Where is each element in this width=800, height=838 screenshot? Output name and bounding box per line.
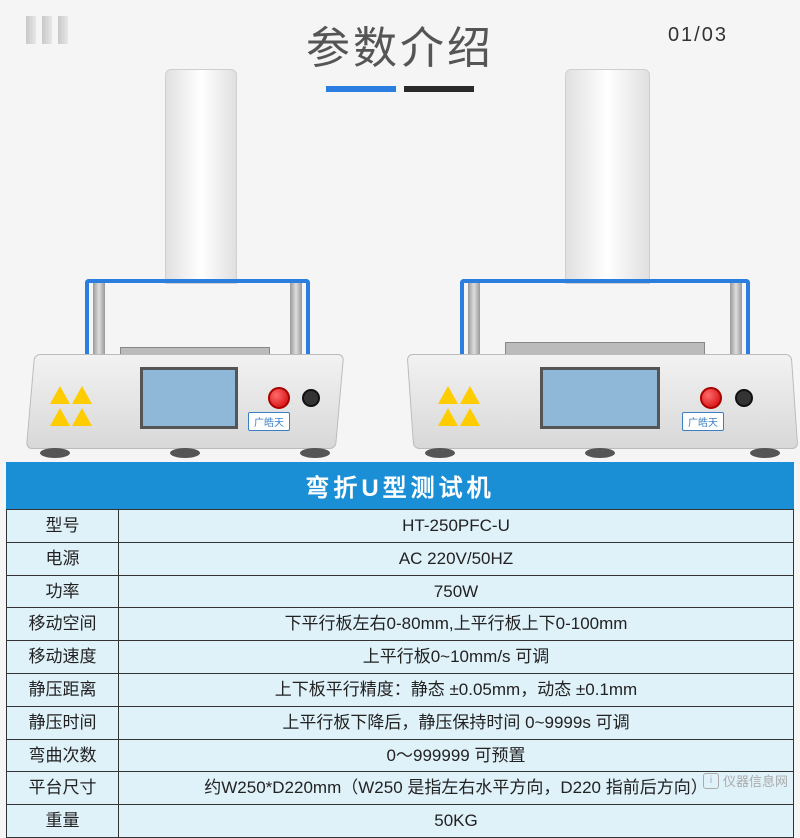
header-deco-squares (26, 16, 68, 44)
spec-value: 上平行板下降后，静压保持时间 0~9999s 可调 (119, 706, 794, 739)
spec-table: 型号HT-250PFC-U电源AC 220V/50HZ功率750W移动空间下平行… (6, 509, 794, 838)
spec-label: 电源 (7, 542, 119, 575)
spec-value: 上下板平行精度：静态 ±0.05mm，动态 ±0.1mm (119, 673, 794, 706)
table-row: 静压距离上下板平行精度：静态 ±0.05mm，动态 ±0.1mm (7, 673, 794, 706)
spec-label: 重量 (7, 805, 119, 838)
table-row: 重量50KG (7, 805, 794, 838)
touchscreen-icon (140, 367, 238, 429)
spec-label: 型号 (7, 510, 119, 543)
table-row: 移动空间下平行板左右0-80mm,上平行板上下0-100mm (7, 608, 794, 641)
spec-value: 750W (119, 575, 794, 608)
spec-value: 0～999999 可预置 (119, 739, 794, 772)
watermark-text: 仪器信息网 (723, 771, 788, 790)
watermark-icon: i (703, 773, 719, 789)
table-row: 静压时间上平行板下降后，静压保持时间 0~9999s 可调 (7, 706, 794, 739)
spec-value: HT-250PFC-U (119, 510, 794, 543)
spec-label: 静压距离 (7, 673, 119, 706)
brand-badge: 广皓天 (248, 412, 290, 431)
page-counter: 01/03 (668, 24, 728, 47)
table-row: 型号HT-250PFC-U (7, 510, 794, 543)
spec-value: 下平行板左右0-80mm,上平行板上下0-100mm (119, 608, 794, 641)
knob-icon (735, 389, 753, 407)
product-illustrations: 广皓天 广皓天 (0, 64, 800, 464)
table-row: 功率750W (7, 575, 794, 608)
table-row: 移动速度上平行板0~10mm/s 可调 (7, 641, 794, 674)
watermark: i 仪器信息网 (703, 771, 788, 790)
spec-label: 弯曲次数 (7, 739, 119, 772)
estop-icon (268, 387, 290, 409)
spec-label: 功率 (7, 575, 119, 608)
spec-label: 静压时间 (7, 706, 119, 739)
spec-label: 移动空间 (7, 608, 119, 641)
machine-right: 广皓天 (400, 69, 800, 464)
spec-value: 上平行板0~10mm/s 可调 (119, 641, 794, 674)
brand-badge: 广皓天 (682, 412, 724, 431)
spec-label: 移动速度 (7, 641, 119, 674)
table-row: 电源AC 220V/50HZ (7, 542, 794, 575)
spec-table-title: 弯折U型测试机 (6, 462, 794, 509)
machine-left: 广皓天 (10, 69, 350, 464)
estop-icon (700, 387, 722, 409)
table-row: 弯曲次数0～999999 可预置 (7, 739, 794, 772)
touchscreen-icon (540, 367, 660, 429)
spec-value: 50KG (119, 805, 794, 838)
spec-table-wrap: 弯折U型测试机 型号HT-250PFC-U电源AC 220V/50HZ功率750… (6, 462, 794, 838)
knob-icon (302, 389, 320, 407)
spec-value: AC 220V/50HZ (119, 542, 794, 575)
